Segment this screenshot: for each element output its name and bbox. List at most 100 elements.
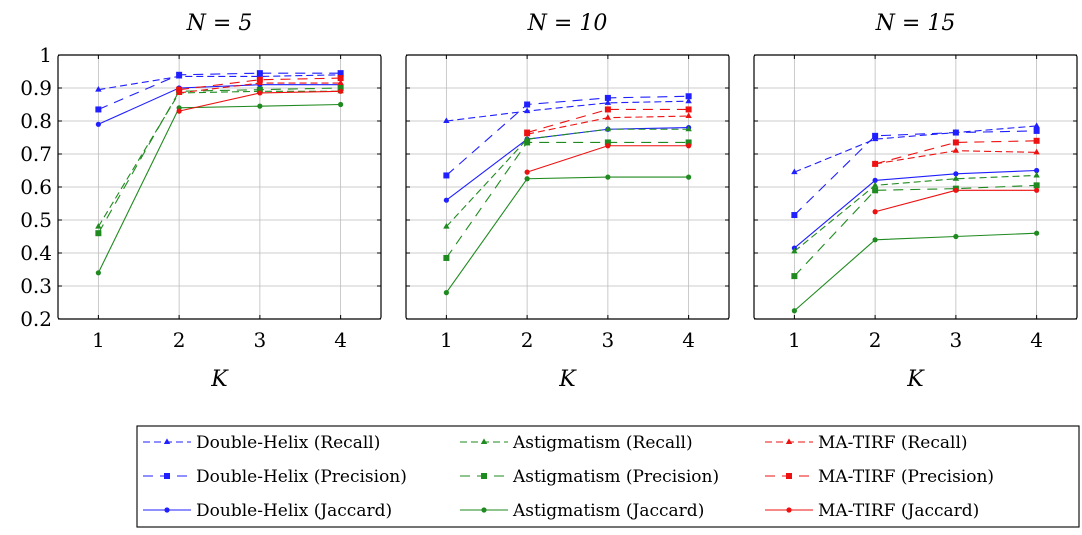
- series-ma-tirf-precision: [176, 75, 344, 93]
- series-double-helix-precision: [791, 127, 1040, 219]
- data-point: [791, 247, 798, 254]
- x-tick-label: 3: [254, 328, 267, 352]
- data-point: [605, 143, 611, 149]
- data-point: [1033, 137, 1040, 144]
- series-line-double-helix-jaccard: [446, 127, 689, 201]
- data-point: [95, 86, 102, 92]
- data-point: [604, 114, 612, 120]
- series-line-astigmatism-jaccard: [794, 232, 1037, 312]
- data-point: [685, 97, 692, 104]
- data-point: [953, 187, 959, 193]
- data-point: [605, 174, 611, 180]
- data-point: [524, 169, 530, 175]
- series-line-astigmatism-recall: [794, 174, 1037, 252]
- data-point: [337, 70, 344, 77]
- x-tick-label: 3: [950, 328, 963, 352]
- legend-label: Double-Helix (Recall): [196, 433, 380, 453]
- data-point: [791, 273, 798, 280]
- data-point: [685, 106, 692, 113]
- x-tick-label: 2: [173, 328, 186, 352]
- x-tick-label: 3: [602, 328, 615, 352]
- series-double-helix-precision: [443, 93, 692, 179]
- legend-item-double-helix-recall: Double-Helix (Recall): [143, 433, 380, 453]
- legend-label: Astigmatism (Precision): [512, 467, 719, 487]
- data-point: [338, 101, 344, 108]
- legend-item-ma-tirf-recall: MA-TIRF (Recall): [765, 433, 968, 453]
- data-point: [791, 308, 797, 314]
- series-double-helix-recall: [443, 97, 692, 123]
- series-line-double-helix-jaccard: [98, 84, 341, 125]
- legend-marker: [785, 438, 793, 444]
- panel-1: 1 2 3 4 0.2 0.3 0.4 0.5 0.6 0.7 0.8 0.9 1 N = 5 K: [20, 11, 382, 392]
- series-double-helix-jaccard: [443, 125, 692, 203]
- y-tick-label: 0.7: [20, 142, 52, 166]
- data-point: [685, 112, 692, 119]
- data-point: [524, 129, 531, 136]
- data-point: [952, 147, 960, 153]
- series-astigmatism-precision: [443, 139, 692, 261]
- data-point: [95, 223, 102, 229]
- series-astigmatism-precision: [791, 182, 1040, 280]
- series-ma-tirf-precision: [872, 137, 1040, 167]
- data-point: [523, 107, 531, 114]
- y-tick-label: 0.5: [20, 208, 52, 232]
- data-point: [1033, 122, 1040, 128]
- data-point: [685, 125, 692, 132]
- data-point: [176, 86, 183, 93]
- x-tick-label: 1: [440, 328, 453, 352]
- series-line-double-helix-precision: [793, 130, 1037, 216]
- legend-marker: [163, 438, 171, 444]
- series-astigmatism-precision: [95, 85, 344, 237]
- data-point: [872, 209, 878, 215]
- data-point: [871, 181, 879, 188]
- series-line-astigmatism-precision: [97, 87, 341, 234]
- legend-item-ma-tirf-jaccard: MA-TIRF (Jaccard): [765, 501, 979, 521]
- series-line-double-helix-precision: [98, 72, 341, 110]
- series-line-double-helix-recall: [98, 74, 341, 91]
- data-point: [604, 99, 612, 105]
- data-point: [791, 168, 798, 175]
- legend-label: Astigmatism (Jaccard): [512, 501, 704, 521]
- series-line-double-helix-jaccard: [794, 169, 1037, 249]
- series-line-astigmatism-precision: [793, 184, 1037, 277]
- legend-marker: [480, 438, 488, 444]
- data-point: [604, 139, 611, 146]
- legend-label: MA-TIRF (Precision): [818, 467, 994, 487]
- data-point: [1034, 167, 1040, 174]
- data-point: [604, 94, 611, 101]
- panel-title: N = 10: [527, 11, 608, 36]
- data-point: [256, 76, 263, 83]
- legend-label: Astigmatism (Recall): [512, 433, 693, 453]
- data-point: [443, 172, 450, 179]
- series-astigmatism-jaccard: [95, 101, 344, 276]
- series-line-astigmatism-jaccard: [97, 103, 341, 274]
- series-line-ma-tirf-precision: [874, 140, 1037, 165]
- data-point: [443, 223, 450, 229]
- legend-item-astigmatism-recall: Astigmatism (Recall): [460, 433, 693, 453]
- data-point: [872, 187, 879, 194]
- data-point: [872, 177, 878, 183]
- y-tick-label: 0.2: [20, 307, 52, 331]
- data-point: [872, 132, 879, 139]
- data-point: [443, 254, 450, 261]
- legend-marker: [786, 507, 792, 513]
- series-ma-tirf-jaccard: [524, 143, 692, 175]
- legend-item-astigmatism-precision: Astigmatism (Precision): [460, 467, 719, 487]
- legend-label: Double-Helix (Precision): [196, 467, 407, 487]
- x-tick-label: 4: [334, 328, 347, 352]
- series-ma-tirf-precision: [524, 106, 692, 136]
- data-point: [337, 85, 344, 91]
- data-point: [176, 108, 182, 114]
- legend-marker: [481, 507, 487, 513]
- y-tick-label: 0.3: [20, 274, 52, 298]
- y-tick-label: 0.4: [20, 241, 52, 265]
- legend-item-ma-tirf-precision: MA-TIRF (Precision): [765, 467, 994, 487]
- legend-item-double-helix-jaccard: Double-Helix (Jaccard): [143, 501, 392, 521]
- legend-box: [136, 425, 1080, 528]
- series-line-astigmatism-recall: [97, 90, 341, 227]
- data-point: [337, 79, 344, 86]
- data-point: [524, 101, 531, 108]
- x-tick-label: 4: [1030, 328, 1043, 352]
- data-point: [1034, 230, 1040, 236]
- data-point: [176, 71, 183, 78]
